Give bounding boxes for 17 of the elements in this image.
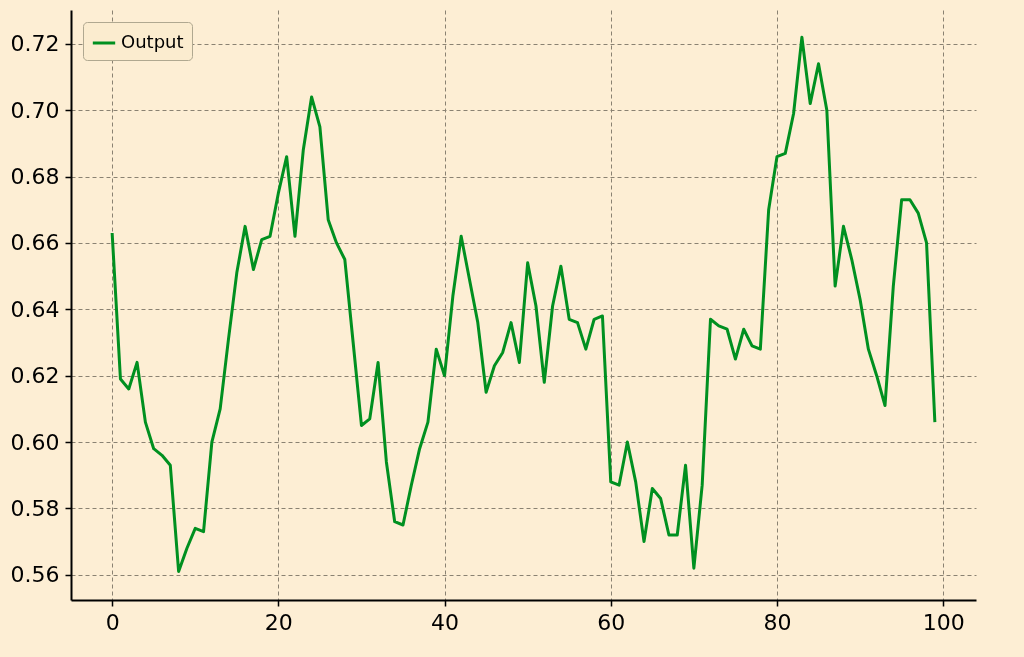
y-tick-label: 0.66 <box>10 230 60 256</box>
y-tick-label: 0.72 <box>10 31 60 57</box>
x-tick-label: 0 <box>105 609 120 635</box>
y-tick-label: 0.70 <box>10 97 60 123</box>
x-tick-label: 100 <box>922 609 965 635</box>
line-series <box>110 35 937 573</box>
y-tick-label: 0.60 <box>10 429 60 455</box>
legend-label: Output <box>121 31 184 52</box>
y-tick-label: 0.64 <box>10 296 60 322</box>
x-tick-label: 40 <box>431 609 460 635</box>
y-tick-label: 0.56 <box>10 562 60 588</box>
x-tick-label: 80 <box>763 609 792 635</box>
y-tick-label: 0.68 <box>10 164 60 190</box>
y-tick-label: 0.58 <box>10 495 60 521</box>
x-tick-label: 20 <box>264 609 293 635</box>
x-tick-label: 60 <box>597 609 626 635</box>
y-tick-label: 0.62 <box>10 363 60 389</box>
